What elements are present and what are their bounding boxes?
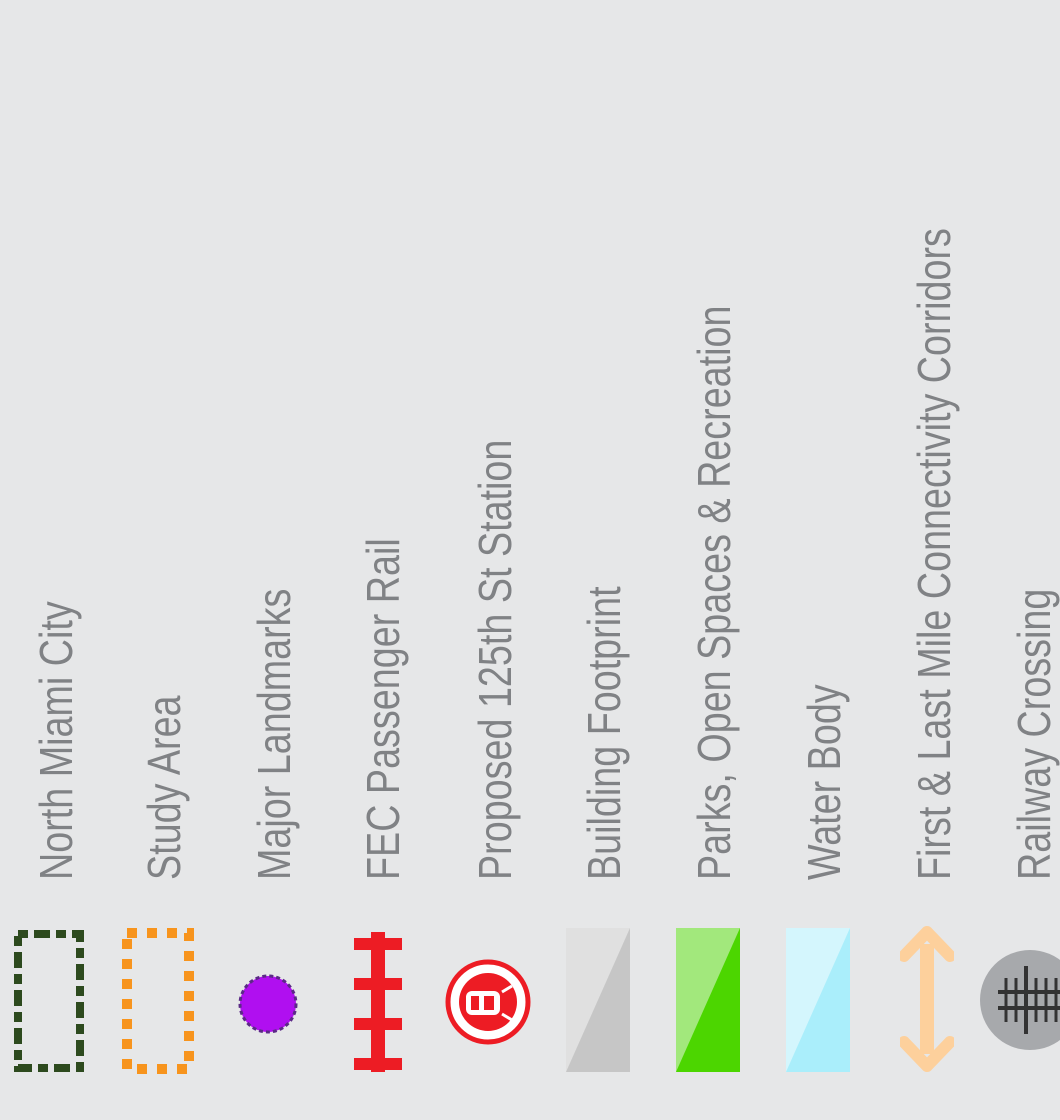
railway-crossing-icon [980, 950, 1060, 1050]
legend-label-parks-open-spaces: Parks, Open Spaces & Recreation [688, 305, 740, 880]
building-footprint-swatch [566, 928, 630, 1072]
legend-label-connectivity-corridors: First & Last Mile Connectivity Corridors [908, 228, 960, 881]
water-body-swatch [786, 928, 850, 1072]
study-area-icon [122, 928, 194, 1074]
train-station-icon [445, 959, 531, 1045]
rail-track-icon [354, 932, 402, 1072]
legend-label-water-body: Water Body [798, 684, 850, 880]
parks-swatch [676, 928, 740, 1072]
legend-label-study-area: Study Area [138, 695, 190, 880]
legend-label-proposed-125th-st-station: Proposed 125th St Station [469, 439, 521, 880]
legend-label-major-landmarks: Major Landmarks [248, 588, 300, 880]
legend-label-building-footprint: Building Footprint [578, 586, 630, 880]
legend-label-fec-passenger-rail: FEC Passenger Rail [357, 538, 409, 880]
purple-dot-icon [238, 974, 298, 1034]
legend-label-north-miami-city: North Miami City [30, 601, 82, 880]
north-miami-city-icon [14, 930, 84, 1072]
legend-label-railway-crossing: Railway Crossing [1008, 588, 1060, 880]
double-arrow-icon [900, 926, 954, 1072]
